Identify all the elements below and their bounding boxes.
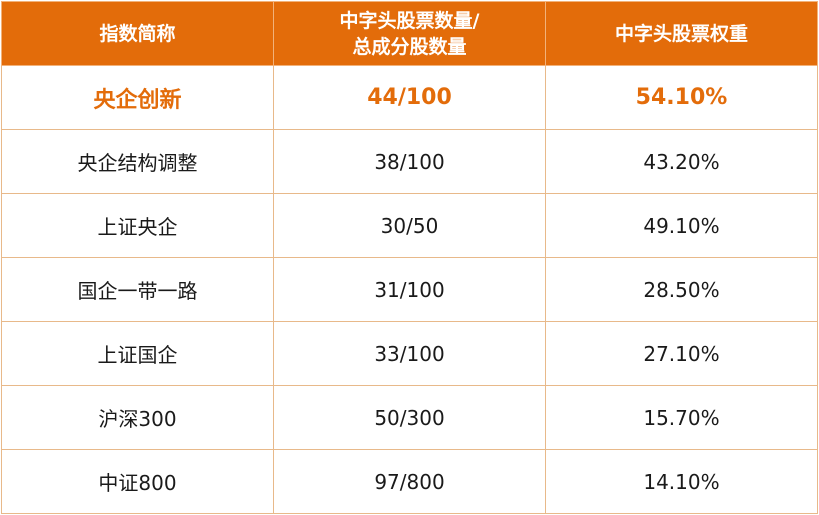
table-body: 央企创新 44/100 54.10% 央企结构调整 38/100 43.20% … [1,65,818,514]
header-stock-count-line2: 总成分股数量 [352,35,467,58]
cell-index-name: 央企创新 [1,65,274,130]
cell-stock-weight: 15.70% [545,385,818,450]
cell-stock-count: 30/50 [273,193,546,258]
header-stock-weight: 中字头股票权重 [545,1,818,66]
table-row: 沪深300 50/300 15.70% [1,385,818,450]
header-row: 指数简称 中字头股票数量/ 总成分股数量 中字头股票权重 [1,1,818,66]
cell-stock-count: 44/100 [273,65,546,130]
table-row: 国企一带一路 31/100 28.50% [1,257,818,322]
cell-stock-weight: 28.50% [545,257,818,322]
cell-stock-count: 38/100 [273,129,546,194]
cell-index-name: 央企结构调整 [1,129,274,194]
cell-index-name: 上证央企 [1,193,274,258]
cell-stock-weight: 49.10% [545,193,818,258]
cell-stock-weight: 14.10% [545,449,818,514]
cell-index-name: 国企一带一路 [1,257,274,322]
cell-stock-count: 97/800 [273,449,546,514]
table-row: 中证800 97/800 14.10% [1,449,818,514]
table-row: 央企结构调整 38/100 43.20% [1,129,818,194]
cell-index-name: 沪深300 [1,385,274,450]
cell-index-name: 中证800 [1,449,274,514]
cell-stock-weight: 43.20% [545,129,818,194]
cell-index-name: 上证国企 [1,321,274,386]
cell-stock-weight: 27.10% [545,321,818,386]
cell-stock-count: 33/100 [273,321,546,386]
header-index-name: 指数简称 [1,1,274,66]
cell-stock-count: 31/100 [273,257,546,322]
cell-stock-weight: 54.10% [545,65,818,130]
cell-stock-count: 50/300 [273,385,546,450]
table-row: 上证国企 33/100 27.10% [1,321,818,386]
table-row: 央企创新 44/100 54.10% [1,65,818,130]
table-header: 指数简称 中字头股票数量/ 总成分股数量 中字头股票权重 [1,1,818,66]
header-stock-count-line1: 中字头股票数量/ [339,9,480,32]
table-row: 上证央企 30/50 49.10% [1,193,818,258]
header-stock-count: 中字头股票数量/ 总成分股数量 [273,1,546,66]
